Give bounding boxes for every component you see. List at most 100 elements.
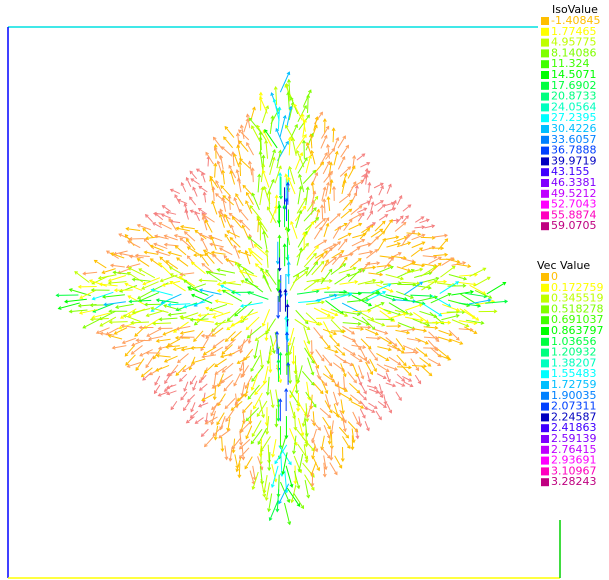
vector-arrow (342, 417, 346, 432)
arrow-head (473, 330, 478, 334)
arrow-head (344, 313, 349, 317)
vector-arrow (378, 185, 384, 196)
vector-arrow (269, 335, 275, 354)
vector-arrow (122, 337, 136, 344)
vector-arrow (240, 302, 263, 307)
arrow-head (128, 236, 133, 241)
legend-value: 0.172759 (551, 281, 604, 294)
arrow-head (387, 263, 392, 268)
arrow-head (419, 281, 424, 286)
arrow-head (141, 286, 146, 290)
arrow-head (198, 232, 203, 237)
vector-arrow (458, 320, 477, 324)
vector-arrow (220, 155, 224, 170)
vector-arrow (428, 256, 442, 265)
arrow-head (184, 208, 189, 213)
vector-arrow (297, 417, 304, 436)
vector-arrow (303, 207, 317, 222)
legend-swatch (541, 135, 549, 144)
arrow-head (334, 402, 339, 407)
vector-arrow (279, 71, 290, 93)
arrow-head (195, 318, 200, 323)
vector-arrow (259, 187, 264, 206)
legend-swatch (541, 168, 549, 177)
arrow-head (362, 232, 367, 237)
vector-arrow (329, 172, 332, 187)
vector-arrow (323, 462, 326, 477)
arrow-head (444, 252, 449, 257)
vector-arrow (126, 228, 141, 231)
vector-arrow (341, 311, 360, 316)
vector-arrow (322, 247, 333, 259)
arrow-head (335, 414, 340, 419)
arrow-head (435, 335, 439, 340)
vector-arrow (306, 278, 325, 283)
arrow-head (325, 259, 329, 263)
arrow-head (314, 448, 319, 453)
vector-arrow (385, 382, 396, 387)
vector-arrow (115, 303, 134, 308)
arrow-head (298, 247, 303, 252)
arrow-head (290, 137, 295, 142)
arrow-head (163, 358, 168, 363)
arrow-head (366, 427, 370, 432)
vector-arrow (392, 255, 407, 259)
vector-arrow (298, 453, 304, 472)
vector-arrow (234, 301, 253, 317)
arrow-head (291, 361, 296, 365)
arrow-head (238, 129, 242, 134)
arrow-head (260, 448, 264, 453)
legend-swatch (541, 38, 549, 47)
arrow-head (353, 379, 357, 384)
arrow-head (462, 283, 467, 288)
arrow-head (250, 167, 255, 172)
vector-arrow (179, 276, 196, 287)
vector-arrow (189, 196, 197, 206)
vector-arrow (305, 403, 308, 422)
vector-arrow (166, 390, 177, 395)
arrow-head (258, 131, 263, 136)
arrow-head (267, 508, 271, 513)
vector-arrow (319, 407, 331, 418)
arrow-head (221, 350, 226, 355)
arrow-head (128, 299, 133, 304)
arrow-head (271, 350, 276, 355)
legend-swatch (541, 305, 549, 314)
vector-arrow (168, 303, 191, 306)
vector-arrow (296, 290, 319, 295)
vector-arrow (395, 329, 410, 334)
arrow-head (382, 290, 387, 295)
vector-arrow (368, 348, 378, 361)
arrow-head (347, 193, 352, 198)
vector-arrow (403, 281, 423, 296)
vector-arrow (320, 269, 333, 285)
arrow-head (342, 329, 347, 334)
vector-arrow (109, 321, 128, 323)
vector-arrow (260, 446, 263, 465)
arrow-head (352, 352, 356, 356)
vector-arrow (225, 338, 236, 350)
vector-arrow (320, 259, 329, 273)
vector-arrow (327, 196, 331, 211)
arrow-head (271, 453, 275, 458)
legend-value: 0.691037 (551, 313, 604, 326)
arrow-head (211, 406, 215, 411)
arrow-head (169, 280, 174, 285)
arrow-head (328, 362, 333, 367)
vector-arrow (201, 393, 215, 401)
vector-arrow (275, 195, 278, 214)
vector-arrow (89, 279, 107, 287)
vector-arrow (251, 372, 259, 391)
arrow-head (257, 441, 262, 446)
arrow-head (320, 253, 324, 258)
vector-arrow (302, 170, 316, 184)
vector-arrow (247, 325, 262, 339)
arrow-head (265, 105, 270, 110)
vector-arrow (179, 237, 192, 248)
vector-arrow (210, 178, 214, 193)
vector-arrow (165, 345, 180, 348)
arrow-head (239, 124, 244, 129)
vector-arrow (322, 328, 337, 335)
arrow-head (403, 362, 407, 367)
vector-arrow (217, 268, 236, 274)
